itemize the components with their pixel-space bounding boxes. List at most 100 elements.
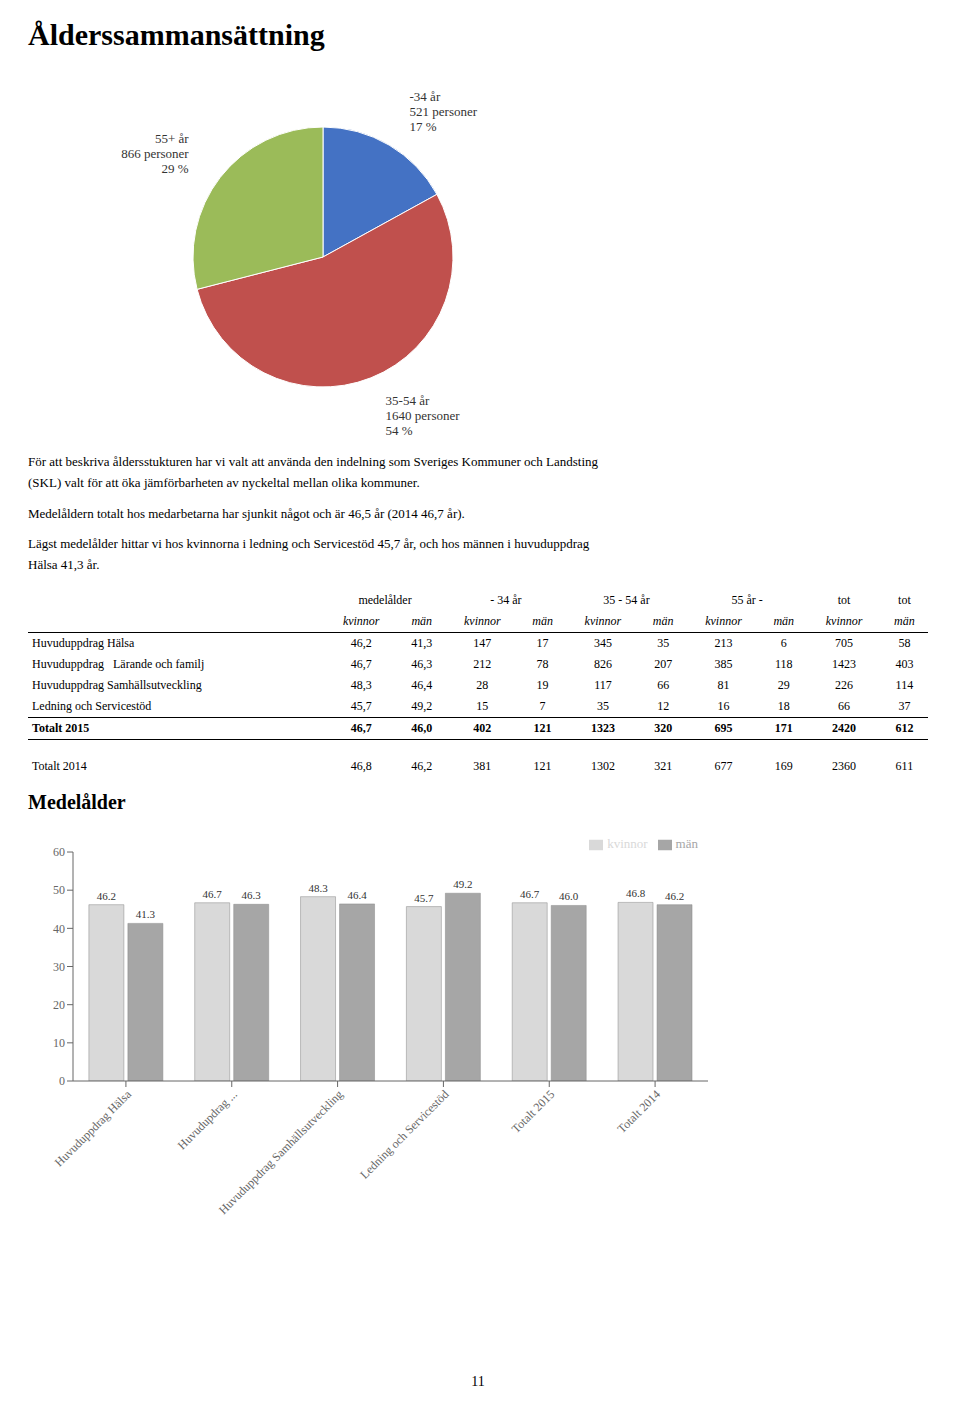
svg-text:Huvuduppdrag Hälsa: Huvuduppdrag Hälsa: [52, 1087, 135, 1170]
html-text:46,4: 46,4: [411, 678, 433, 692]
svg-text:Totalt 2014: Totalt 2014: [615, 1087, 664, 1136]
html-text:46,2: 46,2: [411, 759, 433, 773]
svg-text:50: 50: [53, 883, 65, 897]
html-text:2420: 2420: [832, 721, 857, 735]
html-text:Ålderssammansättning: Ålderssammansättning: [28, 18, 325, 51]
html-text:män: män: [652, 614, 674, 628]
html-text:41,3: 41,3: [411, 636, 433, 650]
html-text:2360: 2360: [832, 759, 857, 773]
html-text:kvinnor: kvinnor: [584, 614, 622, 628]
html-text:320: 320: [654, 721, 673, 735]
html-text:Huvuduppdrag Lärande och famil: Huvuduppdrag Lärande och familj: [32, 657, 205, 671]
html-text:tot: tot: [898, 593, 911, 607]
html-text:46,7: 46,7: [350, 721, 372, 735]
html-text:45,7: 45,7: [350, 699, 372, 713]
svg-text:45.7: 45.7: [414, 892, 434, 904]
svg-text:60: 60: [53, 845, 65, 859]
html-text:Medelåldern totalt hos medarbe: Medelåldern totalt hos medarbetarna har …: [28, 505, 465, 521]
html-text:män: män: [411, 614, 433, 628]
html-text:49,2: 49,2: [411, 699, 433, 713]
svg-text:Huvuduppdrag Samhällsutvecklin: Huvuduppdrag Samhällsutveckling: [216, 1087, 346, 1217]
svg-text:Huvudupdrag ...: Huvudupdrag ...: [175, 1087, 240, 1152]
svg-text:46.3: 46.3: [242, 889, 262, 901]
html-text:118: 118: [775, 657, 793, 671]
html-text:212: 212: [473, 657, 492, 671]
html-text:345: 345: [593, 636, 612, 650]
html-text:1423: 1423: [832, 657, 857, 671]
html-text:48,3: 48,3: [350, 678, 372, 692]
html-text:403: 403: [895, 657, 914, 671]
html-text:677: 677: [714, 759, 733, 773]
html-text:117: 117: [594, 678, 612, 692]
svg-text:30: 30: [53, 960, 65, 974]
html-text:46,7: 46,7: [350, 657, 372, 671]
html-text:kvinnor: kvinnor: [825, 614, 863, 628]
html-text:11: 11: [471, 1374, 485, 1389]
html-text:213: 213: [714, 636, 733, 650]
html-text:kvinnor: kvinnor: [342, 614, 380, 628]
svg-text:46.8: 46.8: [626, 887, 646, 899]
html-text:1302: 1302: [590, 759, 615, 773]
html-text:826: 826: [593, 657, 612, 671]
svg-text:46.2: 46.2: [97, 890, 116, 902]
html-text:612: 612: [895, 721, 914, 735]
svg-text:46.0: 46.0: [559, 890, 579, 902]
html-text:114: 114: [895, 678, 914, 692]
html-text:171: 171: [774, 721, 793, 735]
svg-text:48.3: 48.3: [308, 882, 328, 894]
html-text:För att beskriva åldersstuktur: För att beskriva åldersstukturen har vi …: [28, 454, 599, 490]
svg-text:46.7: 46.7: [203, 888, 223, 900]
html-text:Huvuduppdrag Samhällsutvecklin: Huvuduppdrag Samhällsutveckling: [32, 678, 202, 692]
html-text:Totalt 2015: Totalt 2015: [32, 721, 90, 735]
html-text:385: 385: [714, 657, 733, 671]
svg-text:Totalt 2015: Totalt 2015: [509, 1087, 558, 1136]
html-text:tot: tot: [837, 593, 851, 607]
html-text:35 - 54 år: 35 - 54 år: [603, 593, 650, 607]
html-text:46,3: 46,3: [411, 657, 433, 671]
svg-text:46.2: 46.2: [665, 890, 684, 902]
html-text:Medelålder: Medelålder: [28, 791, 126, 813]
html-text:Ledning och Servicestöd: Ledning och Servicestöd: [32, 699, 152, 713]
html-text:147: 147: [473, 636, 492, 650]
html-text:kvinnor: kvinnor: [464, 614, 501, 628]
html-text:611: 611: [895, 759, 914, 773]
html-text:46,8: 46,8: [350, 759, 372, 773]
svg-text:10: 10: [53, 1036, 65, 1050]
svg-text:20: 20: [53, 998, 65, 1012]
svg-text:35-54 år1640 personer54 %: 35-54 år1640 personer54 %: [386, 393, 461, 438]
html-text:402: 402: [473, 721, 492, 735]
svg-text:-34 år521 personer17 %: -34 år521 personer17 %: [410, 88, 478, 133]
html-text:169: 169: [774, 759, 793, 773]
html-text:226: 226: [835, 678, 854, 692]
html-text:kvinnor: kvinnor: [705, 614, 742, 628]
html-text:46,0: 46,0: [411, 721, 433, 735]
html-text:män: män: [773, 614, 795, 628]
svg-text:49.2: 49.2: [453, 878, 472, 890]
svg-text:41.3: 41.3: [136, 908, 156, 920]
html-text:46,2: 46,2: [350, 636, 372, 650]
svg-text:46.4: 46.4: [347, 889, 367, 901]
svg-text:40: 40: [53, 922, 65, 936]
html-text:705: 705: [835, 636, 854, 650]
svg-text:55+ år866 personer29 %: 55+ år866 personer29 %: [121, 130, 189, 175]
html-text:121: 121: [533, 759, 552, 773]
html-text:män: män: [675, 836, 698, 851]
svg-text:0: 0: [59, 1074, 65, 1088]
html-text:321: 321: [654, 759, 673, 773]
svg-text:46.7: 46.7: [520, 888, 540, 900]
html-text:1323: 1323: [590, 721, 615, 735]
html-text:medelålder: medelålder: [358, 593, 412, 607]
html-text:Totalt 2014: Totalt 2014: [32, 759, 87, 773]
html-text:55 år -: 55 år -: [731, 593, 763, 607]
html-text:- 34 år: - 34 år: [490, 593, 522, 607]
html-text:män: män: [532, 614, 553, 628]
html-text:381: 381: [473, 759, 492, 773]
html-text:695: 695: [714, 721, 733, 735]
html-text:207: 207: [654, 657, 673, 671]
svg-text:Ledning och Servicestöd: Ledning och Servicestöd: [357, 1087, 451, 1181]
html-text:121: 121: [533, 721, 552, 735]
html-text:män: män: [894, 614, 915, 628]
html-text:Lägst medelålder hittar vi hos: Lägst medelålder hittar vi hos kvinnorna…: [28, 536, 590, 573]
html-text:kvinnor: kvinnor: [607, 836, 648, 851]
html-text:Huvuduppdrag Hälsa: Huvuduppdrag Hälsa: [32, 636, 135, 650]
